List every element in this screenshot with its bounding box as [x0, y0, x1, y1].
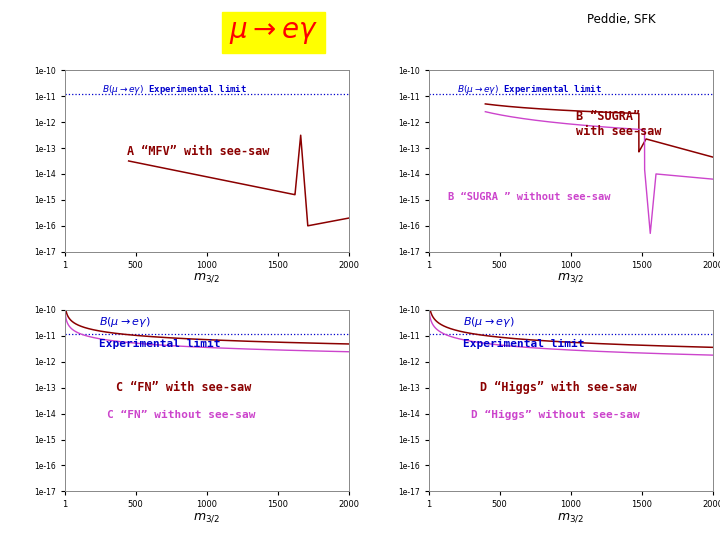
Text: B “SUGRA ” without see-saw: B “SUGRA ” without see-saw	[449, 192, 611, 202]
Text: B “SUGRA”
with see-saw: B “SUGRA” with see-saw	[577, 110, 662, 138]
Text: D “Higgs” without see-saw: D “Higgs” without see-saw	[471, 410, 640, 420]
Text: $\mu \rightarrow e\gamma$: $\mu \rightarrow e\gamma$	[229, 19, 318, 46]
X-axis label: $m_{3/2}$: $m_{3/2}$	[557, 511, 584, 524]
X-axis label: $m_{3/2}$: $m_{3/2}$	[557, 271, 584, 284]
Text: C “FN” with see-saw: C “FN” with see-saw	[116, 381, 251, 394]
X-axis label: $m_{3/2}$: $m_{3/2}$	[194, 511, 220, 524]
Text: D “Higgs” with see-saw: D “Higgs” with see-saw	[480, 381, 636, 394]
Text: A “MFV” with see-saw: A “MFV” with see-saw	[127, 145, 270, 158]
Text: $B(\mu \rightarrow e\gamma)$ Experimental limit: $B(\mu \rightarrow e\gamma)$ Experimenta…	[457, 83, 602, 96]
X-axis label: $m_{3/2}$: $m_{3/2}$	[194, 271, 220, 284]
Text: C “FN” without see-saw: C “FN” without see-saw	[107, 410, 256, 420]
Text: Peddie, SFK: Peddie, SFK	[587, 14, 655, 26]
Text: $B(\mu \rightarrow e\gamma)$: $B(\mu \rightarrow e\gamma)$	[99, 315, 150, 329]
Text: Experimental limit: Experimental limit	[99, 339, 220, 349]
Text: $B(\mu \rightarrow e\gamma)$: $B(\mu \rightarrow e\gamma)$	[463, 315, 514, 329]
Text: $B(\mu \rightarrow e\gamma)$ Experimental limit: $B(\mu \rightarrow e\gamma)$ Experimenta…	[102, 83, 247, 96]
Text: Experimental limit: Experimental limit	[463, 339, 584, 349]
